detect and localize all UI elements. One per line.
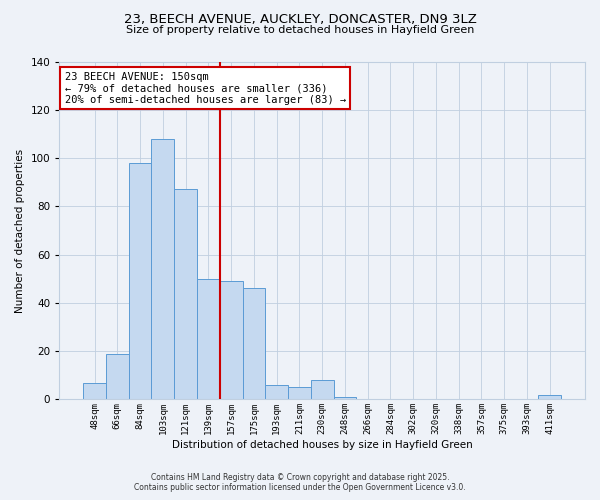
- Text: Contains HM Land Registry data © Crown copyright and database right 2025.
Contai: Contains HM Land Registry data © Crown c…: [134, 473, 466, 492]
- Bar: [174, 190, 197, 400]
- Bar: [220, 281, 242, 400]
- Y-axis label: Number of detached properties: Number of detached properties: [15, 148, 25, 312]
- Text: 23 BEECH AVENUE: 150sqm
← 79% of detached houses are smaller (336)
20% of semi-d: 23 BEECH AVENUE: 150sqm ← 79% of detache…: [65, 72, 346, 105]
- Bar: [265, 385, 288, 400]
- Bar: [334, 397, 356, 400]
- Bar: [288, 388, 311, 400]
- Text: 23, BEECH AVENUE, AUCKLEY, DONCASTER, DN9 3LZ: 23, BEECH AVENUE, AUCKLEY, DONCASTER, DN…: [124, 12, 476, 26]
- Bar: [197, 278, 220, 400]
- Bar: [538, 394, 561, 400]
- Bar: [151, 138, 174, 400]
- Bar: [311, 380, 334, 400]
- X-axis label: Distribution of detached houses by size in Hayfield Green: Distribution of detached houses by size …: [172, 440, 473, 450]
- Bar: [83, 382, 106, 400]
- Bar: [129, 163, 151, 400]
- Bar: [242, 288, 265, 400]
- Text: Size of property relative to detached houses in Hayfield Green: Size of property relative to detached ho…: [126, 25, 474, 35]
- Bar: [106, 354, 129, 400]
